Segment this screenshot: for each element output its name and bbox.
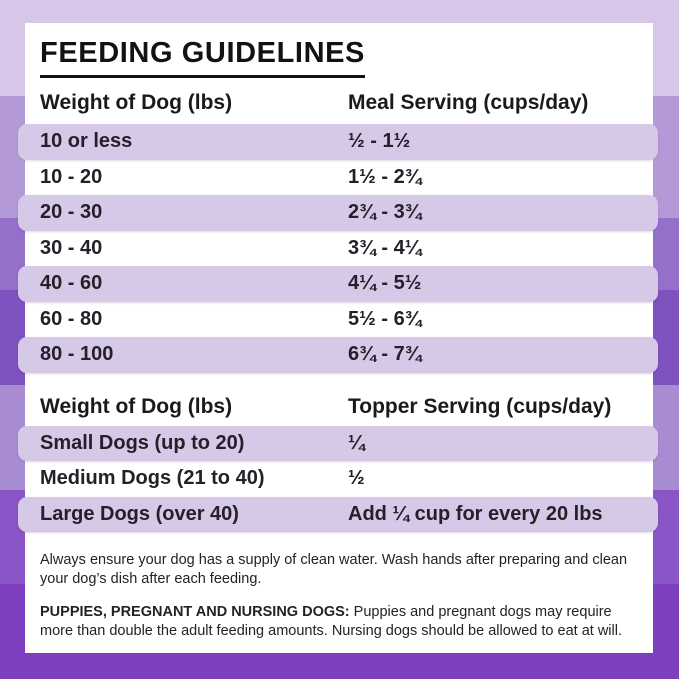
meal-serving-table: Weight of Dog (lbs) Meal Serving (cups/d… (18, 78, 658, 373)
serving-cell: ½ - 1½ (348, 130, 411, 153)
table-row: 20 - 30 2¾ - 3¾ (18, 195, 658, 231)
weight-cell: Medium Dogs (21 to 40) (40, 467, 265, 490)
column-header-topper-serving: Topper Serving (cups/day) (348, 394, 612, 418)
weight-cell: 10 or less (40, 130, 133, 153)
table-row: 10 or less ½ - 1½ (18, 124, 658, 160)
feeding-guidelines-card: FEEDING GUIDELINES Weight of Dog (lbs) M… (18, 23, 658, 653)
topper-table-header-row: Weight of Dog (lbs) Topper Serving (cups… (18, 373, 658, 426)
weight-cell: Large Dogs (over 40) (40, 502, 239, 525)
serving-cell: 4¼ - 5½ (348, 272, 422, 295)
table-row: Medium Dogs (21 to 40) ½ (18, 461, 658, 497)
puppies-note-text: Puppies and pregnant dogs may require mo… (40, 603, 622, 639)
weight-cell: 30 - 40 (40, 236, 103, 259)
serving-cell: 2¾ - 3¾ (348, 201, 422, 224)
weight-cell: Small Dogs (up to 20) (40, 431, 245, 454)
weight-cell: 10 - 20 (40, 165, 103, 188)
table-row: 60 - 80 5½ - 6¾ (18, 302, 658, 338)
serving-cell: 1½ - 2¾ (348, 165, 422, 188)
serving-cell: ½ (348, 467, 365, 490)
weight-cell: 60 - 80 (40, 307, 103, 330)
table-row: 80 - 100 6¾ - 7¾ (18, 337, 658, 373)
table-row: 30 - 40 3¾ - 4¼ (18, 231, 658, 267)
column-header-weight: Weight of Dog (lbs) (40, 394, 233, 418)
serving-cell: 5½ - 6¾ (348, 307, 422, 330)
serving-cell: 6¾ - 7¾ (348, 343, 422, 366)
page-title: FEEDING GUIDELINES (40, 39, 365, 78)
serving-cell: Add ¼ cup for every 20 lbs (348, 502, 603, 525)
topper-serving-table: Weight of Dog (lbs) Topper Serving (cups… (18, 373, 658, 532)
table-row: 40 - 60 4¼ - 5½ (18, 266, 658, 302)
table-row: Small Dogs (up to 20) ¼ (18, 425, 658, 461)
table-row: 10 - 20 1½ - 2¾ (18, 160, 658, 196)
weight-cell: 40 - 60 (40, 272, 103, 295)
serving-cell: ¼ (348, 431, 365, 454)
water-note: Always ensure your dog has a supply of c… (40, 552, 628, 588)
footnotes: Always ensure your dog has a supply of c… (25, 532, 653, 641)
puppies-note: PUPPIES, PREGNANT AND NURSING DOGS: Pupp… (40, 603, 639, 642)
weight-cell: 80 - 100 (40, 343, 114, 366)
column-header-weight: Weight of Dog (lbs) (40, 91, 233, 114)
serving-cell: 3¾ - 4¼ (348, 236, 422, 259)
weight-cell: 20 - 30 (40, 201, 103, 224)
meal-table-header-row: Weight of Dog (lbs) Meal Serving (cups/d… (18, 78, 658, 124)
title-block: FEEDING GUIDELINES (25, 23, 653, 78)
column-header-meal-serving: Meal Serving (cups/day) (348, 91, 589, 114)
puppies-note-label: PUPPIES, PREGNANT AND NURSING DOGS: (40, 603, 350, 620)
table-row: Large Dogs (over 40) Add ¼ cup for every… (18, 496, 658, 532)
